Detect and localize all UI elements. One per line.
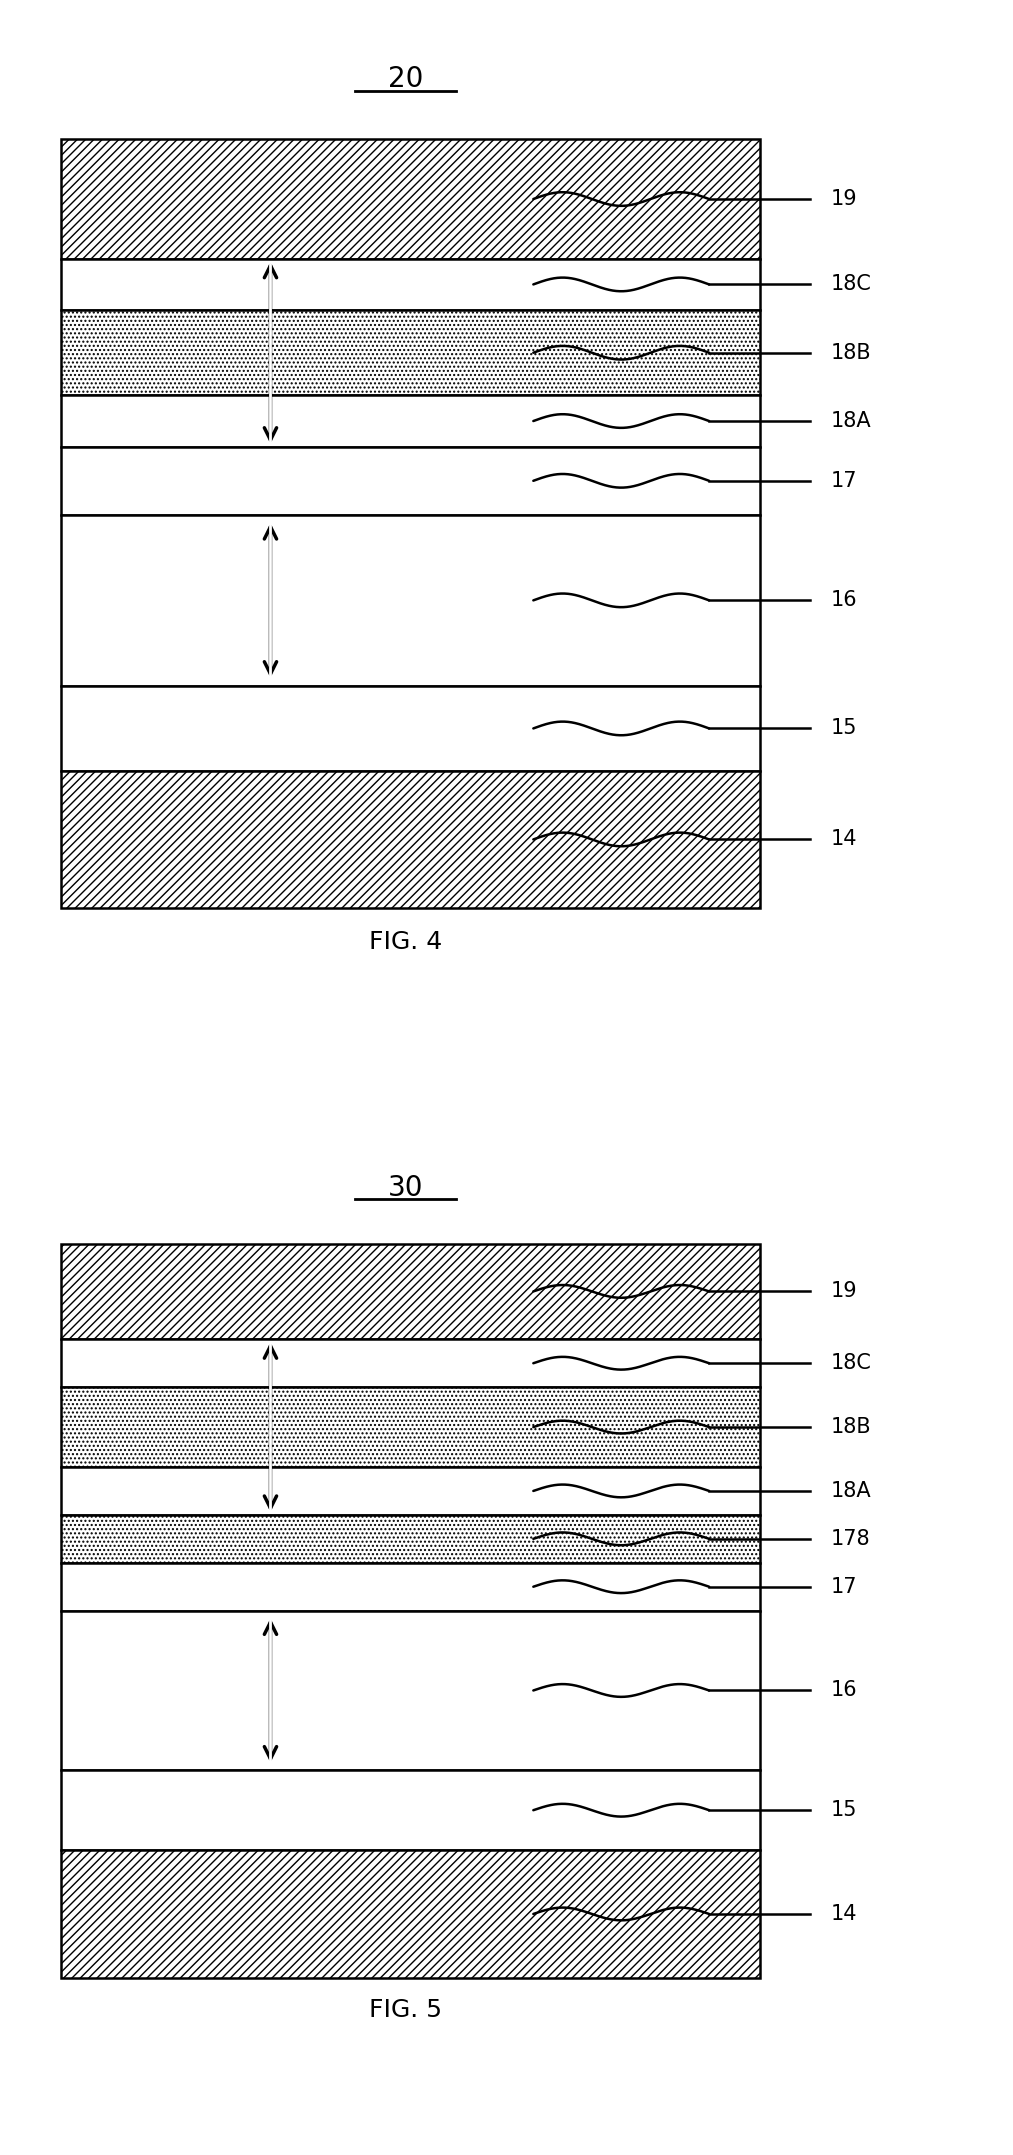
Bar	[61, 140, 760, 259]
Text: 17: 17	[831, 470, 857, 491]
Bar	[61, 1515, 760, 1562]
Text: 16: 16	[831, 590, 857, 610]
Text: FIG. 4: FIG. 4	[369, 931, 442, 955]
Text: 18A: 18A	[831, 1480, 871, 1500]
Text: 18B: 18B	[831, 343, 871, 362]
Text: 30: 30	[387, 1174, 423, 1202]
Bar	[61, 1610, 760, 1769]
Bar	[61, 446, 760, 515]
Bar	[61, 1468, 760, 1515]
Text: 18B: 18B	[831, 1418, 871, 1437]
Bar	[61, 1388, 760, 1468]
Bar	[61, 310, 760, 394]
Bar	[61, 394, 760, 446]
Text: 178: 178	[831, 1528, 870, 1549]
Bar	[61, 1851, 760, 1978]
Bar	[61, 259, 760, 310]
Text: 18C: 18C	[831, 1353, 871, 1373]
Text: 16: 16	[831, 1681, 857, 1700]
Text: 19: 19	[831, 190, 857, 209]
Text: 19: 19	[831, 1282, 857, 1302]
Text: 15: 15	[831, 718, 857, 739]
Text: 18C: 18C	[831, 274, 871, 295]
Bar	[61, 1243, 760, 1338]
Bar	[61, 1562, 760, 1610]
Bar	[61, 515, 760, 685]
Text: FIG. 5: FIG. 5	[369, 1998, 442, 2021]
Text: 14: 14	[831, 830, 857, 849]
Text: 20: 20	[388, 65, 422, 93]
Text: 17: 17	[831, 1577, 857, 1597]
Text: 18A: 18A	[831, 412, 871, 431]
Bar	[61, 1769, 760, 1851]
Bar	[61, 771, 760, 907]
Bar	[61, 1338, 760, 1388]
Text: 15: 15	[831, 1799, 857, 1821]
Bar	[61, 685, 760, 771]
Text: 14: 14	[831, 1905, 857, 1924]
